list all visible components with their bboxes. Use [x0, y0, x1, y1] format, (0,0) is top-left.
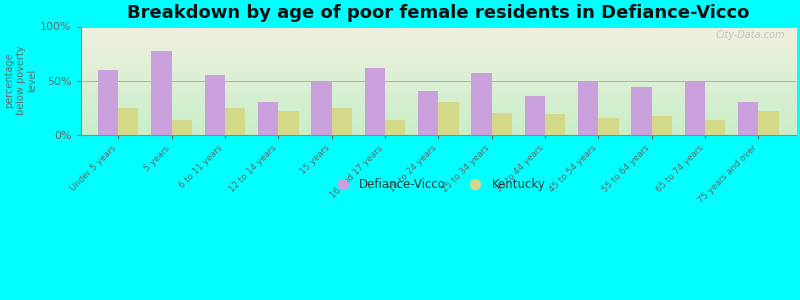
Bar: [171, 121, 192, 134]
Text: City-Data.com: City-Data.com: [715, 30, 785, 40]
Bar: [705, 121, 726, 134]
Bar: [652, 116, 672, 134]
Bar: [418, 91, 438, 134]
Bar: [385, 121, 406, 134]
Bar: [492, 113, 512, 134]
Bar: [598, 118, 618, 134]
Bar: [738, 102, 758, 134]
Bar: [525, 96, 545, 134]
Bar: [258, 102, 278, 134]
Bar: [311, 80, 331, 134]
Bar: [438, 102, 458, 134]
Bar: [205, 75, 225, 134]
Bar: [98, 70, 118, 134]
Bar: [331, 107, 352, 134]
Legend: Defiance-Vicco, Kentucky: Defiance-Vicco, Kentucky: [326, 173, 550, 196]
Title: Breakdown by age of poor female residents in Defiance-Vicco: Breakdown by age of poor female resident…: [127, 4, 750, 22]
Bar: [758, 111, 778, 134]
Bar: [685, 82, 705, 134]
Bar: [151, 51, 171, 134]
Bar: [365, 68, 385, 134]
Bar: [545, 114, 566, 134]
Bar: [471, 73, 492, 134]
Bar: [578, 82, 598, 134]
Bar: [225, 107, 245, 134]
Bar: [278, 111, 298, 134]
Bar: [118, 107, 138, 134]
Bar: [631, 87, 652, 134]
Y-axis label: percentage
below poverty
level: percentage below poverty level: [4, 46, 38, 115]
